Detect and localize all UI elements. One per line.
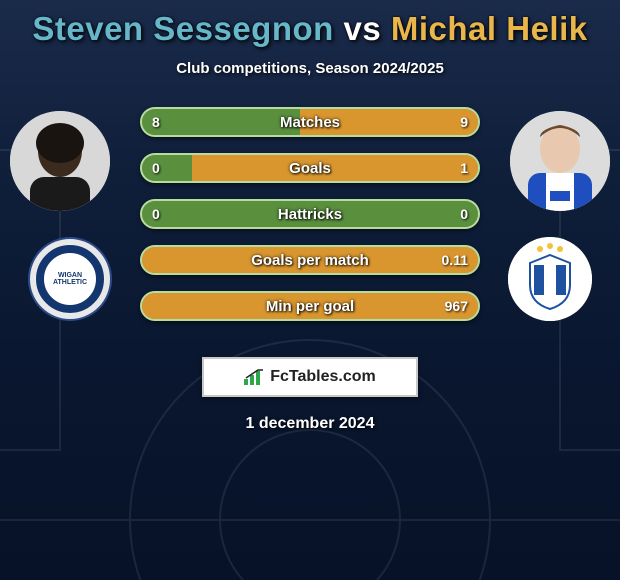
- stat-fill-right: [310, 201, 478, 227]
- player1-club-crest: WIGANATHLETIC: [28, 237, 112, 321]
- comparison-bars: 89Matches 01Goals 00Hattricks 0.11Goals per…: [140, 107, 480, 337]
- player2-avatar: [510, 111, 610, 211]
- player1-avatar: [10, 111, 110, 211]
- page-title: Steven Sessegnon vs Michal Helik: [0, 10, 620, 48]
- bar-chart-icon: [244, 369, 264, 385]
- stat-fill-left: [142, 155, 192, 181]
- stat-row: 0.11Goals per match: [140, 245, 480, 275]
- stat-fill-right: [192, 155, 478, 181]
- brand-box: FcTables.com: [202, 357, 418, 397]
- stat-row: 01Goals: [140, 153, 480, 183]
- stat-fill-right: [300, 109, 478, 135]
- brand-text: FcTables.com: [270, 368, 376, 386]
- stat-fill-left: [142, 201, 310, 227]
- title-player2: Michal Helik: [391, 10, 588, 47]
- stat-row: 89Matches: [140, 107, 480, 137]
- title-player1: Steven Sessegnon: [32, 10, 333, 47]
- stat-fill-left: [142, 109, 300, 135]
- stat-row: 967Min per goal: [140, 291, 480, 321]
- content-root: Steven Sessegnon vs Michal Helik Club co…: [0, 0, 620, 433]
- stat-fill-right: [142, 247, 478, 273]
- title-vs: vs: [344, 10, 382, 47]
- stat-fill-right: [142, 293, 478, 319]
- subtitle: Club competitions, Season 2024/2025: [0, 60, 620, 77]
- stat-row: 00Hattricks: [140, 199, 480, 229]
- stats-area: WIGANATHLETIC 89Matches 01Goals 00Hattrick…: [0, 107, 620, 347]
- player2-club-crest: [508, 237, 592, 321]
- comparison-date: 1 december 2024: [0, 415, 620, 433]
